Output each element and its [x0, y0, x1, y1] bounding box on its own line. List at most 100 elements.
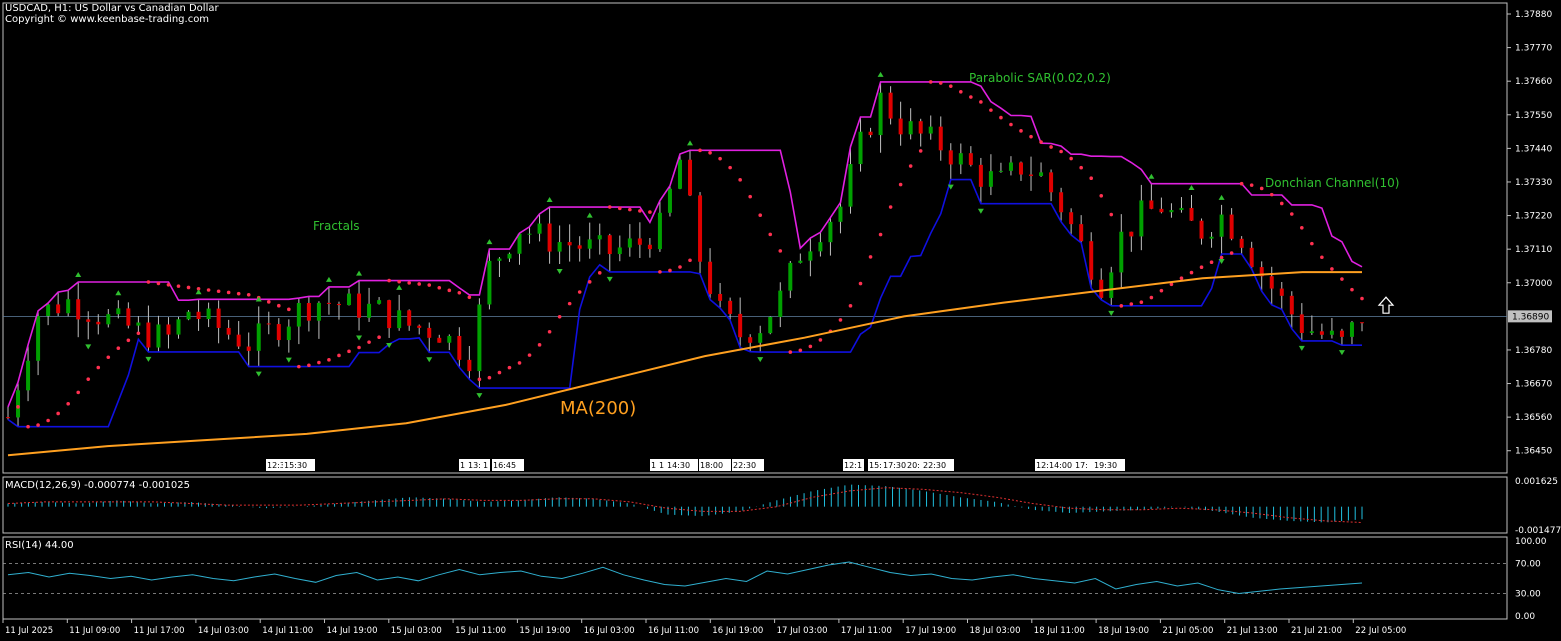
sar-dot [1219, 255, 1224, 260]
candle-down [417, 325, 422, 328]
candle-down [888, 92, 893, 119]
event-tag-box [492, 459, 524, 471]
candle-down [457, 335, 462, 360]
sar-dot [467, 295, 472, 300]
sar-dot [838, 318, 843, 322]
sar-dot [1239, 181, 1244, 186]
sar-dot [116, 346, 121, 351]
candle-down [1159, 208, 1164, 213]
sar-dot [277, 303, 281, 308]
candle-up [627, 238, 632, 248]
fractal-up-marker [115, 290, 122, 296]
sar-dot [26, 424, 30, 429]
event-tag-box [459, 459, 467, 471]
sar-dot [658, 270, 662, 274]
candle-up [136, 322, 141, 326]
time-tick-label: 18 Jul 19:00 [1098, 626, 1149, 636]
fractal-up-marker [1148, 173, 1155, 179]
candle-up [296, 302, 301, 327]
sar-dot [1019, 129, 1023, 133]
sar-dot [648, 210, 652, 214]
sar-dot [597, 271, 602, 275]
candle-down [1299, 314, 1304, 333]
candle-down [216, 308, 221, 328]
fractal-up-marker [195, 289, 202, 295]
candle-down [938, 126, 943, 151]
time-tick-label: 17 Jul 19:00 [905, 626, 956, 636]
sar-dot [928, 80, 933, 84]
fractal-up-marker [356, 270, 363, 276]
candle-down [1029, 174, 1034, 176]
candle-up [657, 212, 662, 250]
sar-dot [547, 329, 552, 334]
sar-dot [1089, 176, 1093, 181]
fractal-down-marker [285, 357, 292, 363]
time-tick-label: 15 Jul 11:00 [455, 626, 506, 636]
macd-pane-frame [2, 476, 1508, 534]
sar-dot [1249, 183, 1254, 187]
sar-dot [1099, 194, 1104, 198]
candle-down [868, 131, 873, 136]
sar-dot [1189, 270, 1194, 275]
candle-up [497, 258, 502, 261]
candle-down [547, 223, 552, 252]
macd-tick-label: -0.001477 [1515, 526, 1561, 536]
sar-dot [246, 293, 251, 297]
sar-dot [587, 280, 592, 284]
event-tag-box [666, 459, 698, 471]
candle-down [1229, 214, 1234, 239]
candle-up [447, 335, 452, 343]
candle-up [758, 333, 763, 343]
sar-dot [948, 84, 953, 88]
macd-plot [7, 484, 1363, 523]
candle-up [26, 360, 31, 391]
fractal-up-marker [687, 140, 694, 146]
sar-dot [1069, 156, 1073, 161]
candle-down [1279, 288, 1284, 296]
event-tag-label: 16:45 [493, 461, 516, 470]
candle-up [487, 260, 492, 305]
candle-down [1259, 267, 1264, 277]
sar-dot [1109, 212, 1114, 217]
event-tag-box [1074, 459, 1094, 471]
price-tick-label: 1.36670 [1515, 380, 1552, 390]
sar-dot [989, 108, 993, 112]
candle-down [898, 118, 903, 135]
sar-dot [1310, 241, 1314, 246]
candle-up [808, 251, 813, 261]
candle-down [387, 300, 392, 329]
donchian-label: Donchian Channel(10) [1265, 176, 1400, 190]
rsi-tick-label: 30.00 [1515, 590, 1541, 600]
candle-down [647, 244, 652, 250]
candle-down [437, 337, 442, 343]
sar-dot [317, 360, 321, 365]
candle-up [818, 242, 823, 252]
candle-down [918, 121, 923, 134]
sar-dot [818, 338, 823, 342]
price-tick-label: 1.36780 [1515, 346, 1552, 356]
sar-dot [858, 281, 863, 286]
sar-dot [387, 278, 391, 283]
sar-dot [738, 178, 742, 182]
sar-dot [76, 390, 81, 395]
candle-down [1149, 200, 1154, 209]
candle-up [46, 304, 51, 317]
sar-dot [397, 279, 401, 284]
event-tag-label: 1 [659, 461, 664, 470]
ma-label: MA(200) [560, 398, 637, 419]
candle-down [1269, 276, 1274, 289]
candle-up [998, 170, 1003, 172]
sar-dot [1059, 149, 1063, 154]
current-price-box [1508, 310, 1552, 323]
event-tag-label: 22:30 [923, 461, 946, 470]
macd-tick-label: 0.001625 [1515, 477, 1558, 487]
event-tag-label: 15: [869, 461, 882, 470]
donchian-upper-line [7, 81, 1363, 408]
fractal-down-marker [145, 356, 152, 362]
fractals-label: Fractals [313, 219, 360, 233]
sar-dot [1300, 226, 1304, 230]
candle-down [96, 321, 101, 325]
candle-down [607, 235, 612, 255]
current-price-label: 1.36890 [1512, 312, 1549, 322]
sar-dot [1269, 192, 1274, 197]
